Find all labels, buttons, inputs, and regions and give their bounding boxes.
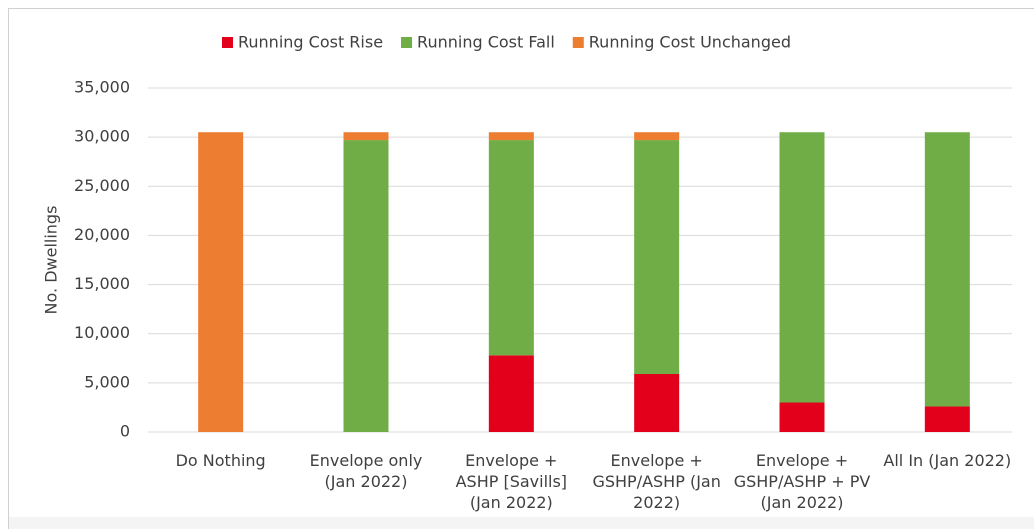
bar-segment: [924, 132, 970, 407]
legend-label: Running Cost Unchanged: [589, 33, 791, 52]
x-tick-label: Envelope + GSHP/ASHP + PV (Jan 2022): [733, 451, 871, 512]
y-tick-label: 35,000: [74, 78, 130, 97]
bar-segment: [488, 132, 534, 141]
bar-segment: [343, 132, 389, 141]
x-tick-label: All In (Jan 2022): [883, 451, 1012, 470]
legend-label: Running Cost Fall: [417, 33, 555, 52]
bar-segment: [924, 406, 970, 432]
y-tick-label: 10,000: [74, 323, 130, 342]
bar-segment: [198, 132, 244, 432]
bar-segment: [634, 374, 680, 432]
y-tick-label: 20,000: [74, 225, 130, 244]
y-axis-label: No. Dwellings: [42, 206, 61, 315]
bar-segment: [488, 355, 534, 432]
legend-swatch: [222, 37, 233, 48]
y-tick-label: 25,000: [74, 176, 130, 195]
legend-swatch: [572, 37, 584, 48]
x-tick-label: Envelope + GSHP/ASHP (Jan 2022): [592, 451, 721, 512]
bar-segment: [634, 132, 680, 141]
bar-segment: [343, 140, 389, 432]
y-tick-label: 5,000: [84, 372, 130, 391]
x-tick-label: Do Nothing: [175, 451, 266, 470]
bottom-strip: [9, 517, 1034, 529]
bar-segment: [779, 402, 825, 432]
bar-segment: [634, 140, 680, 375]
bar-segment: [779, 132, 825, 403]
legend-swatch: [401, 37, 413, 48]
legend-label: Running Cost Rise: [238, 33, 383, 52]
x-tick-label: Envelope only (Jan 2022): [309, 451, 423, 491]
y-tick-label: 15,000: [74, 274, 130, 293]
y-tick-label: 30,000: [74, 127, 130, 146]
x-tick-label: Envelope + ASHP [Savills] (Jan 2022): [455, 451, 568, 512]
y-tick-label: 0: [120, 422, 130, 441]
bar-segment: [488, 140, 534, 356]
